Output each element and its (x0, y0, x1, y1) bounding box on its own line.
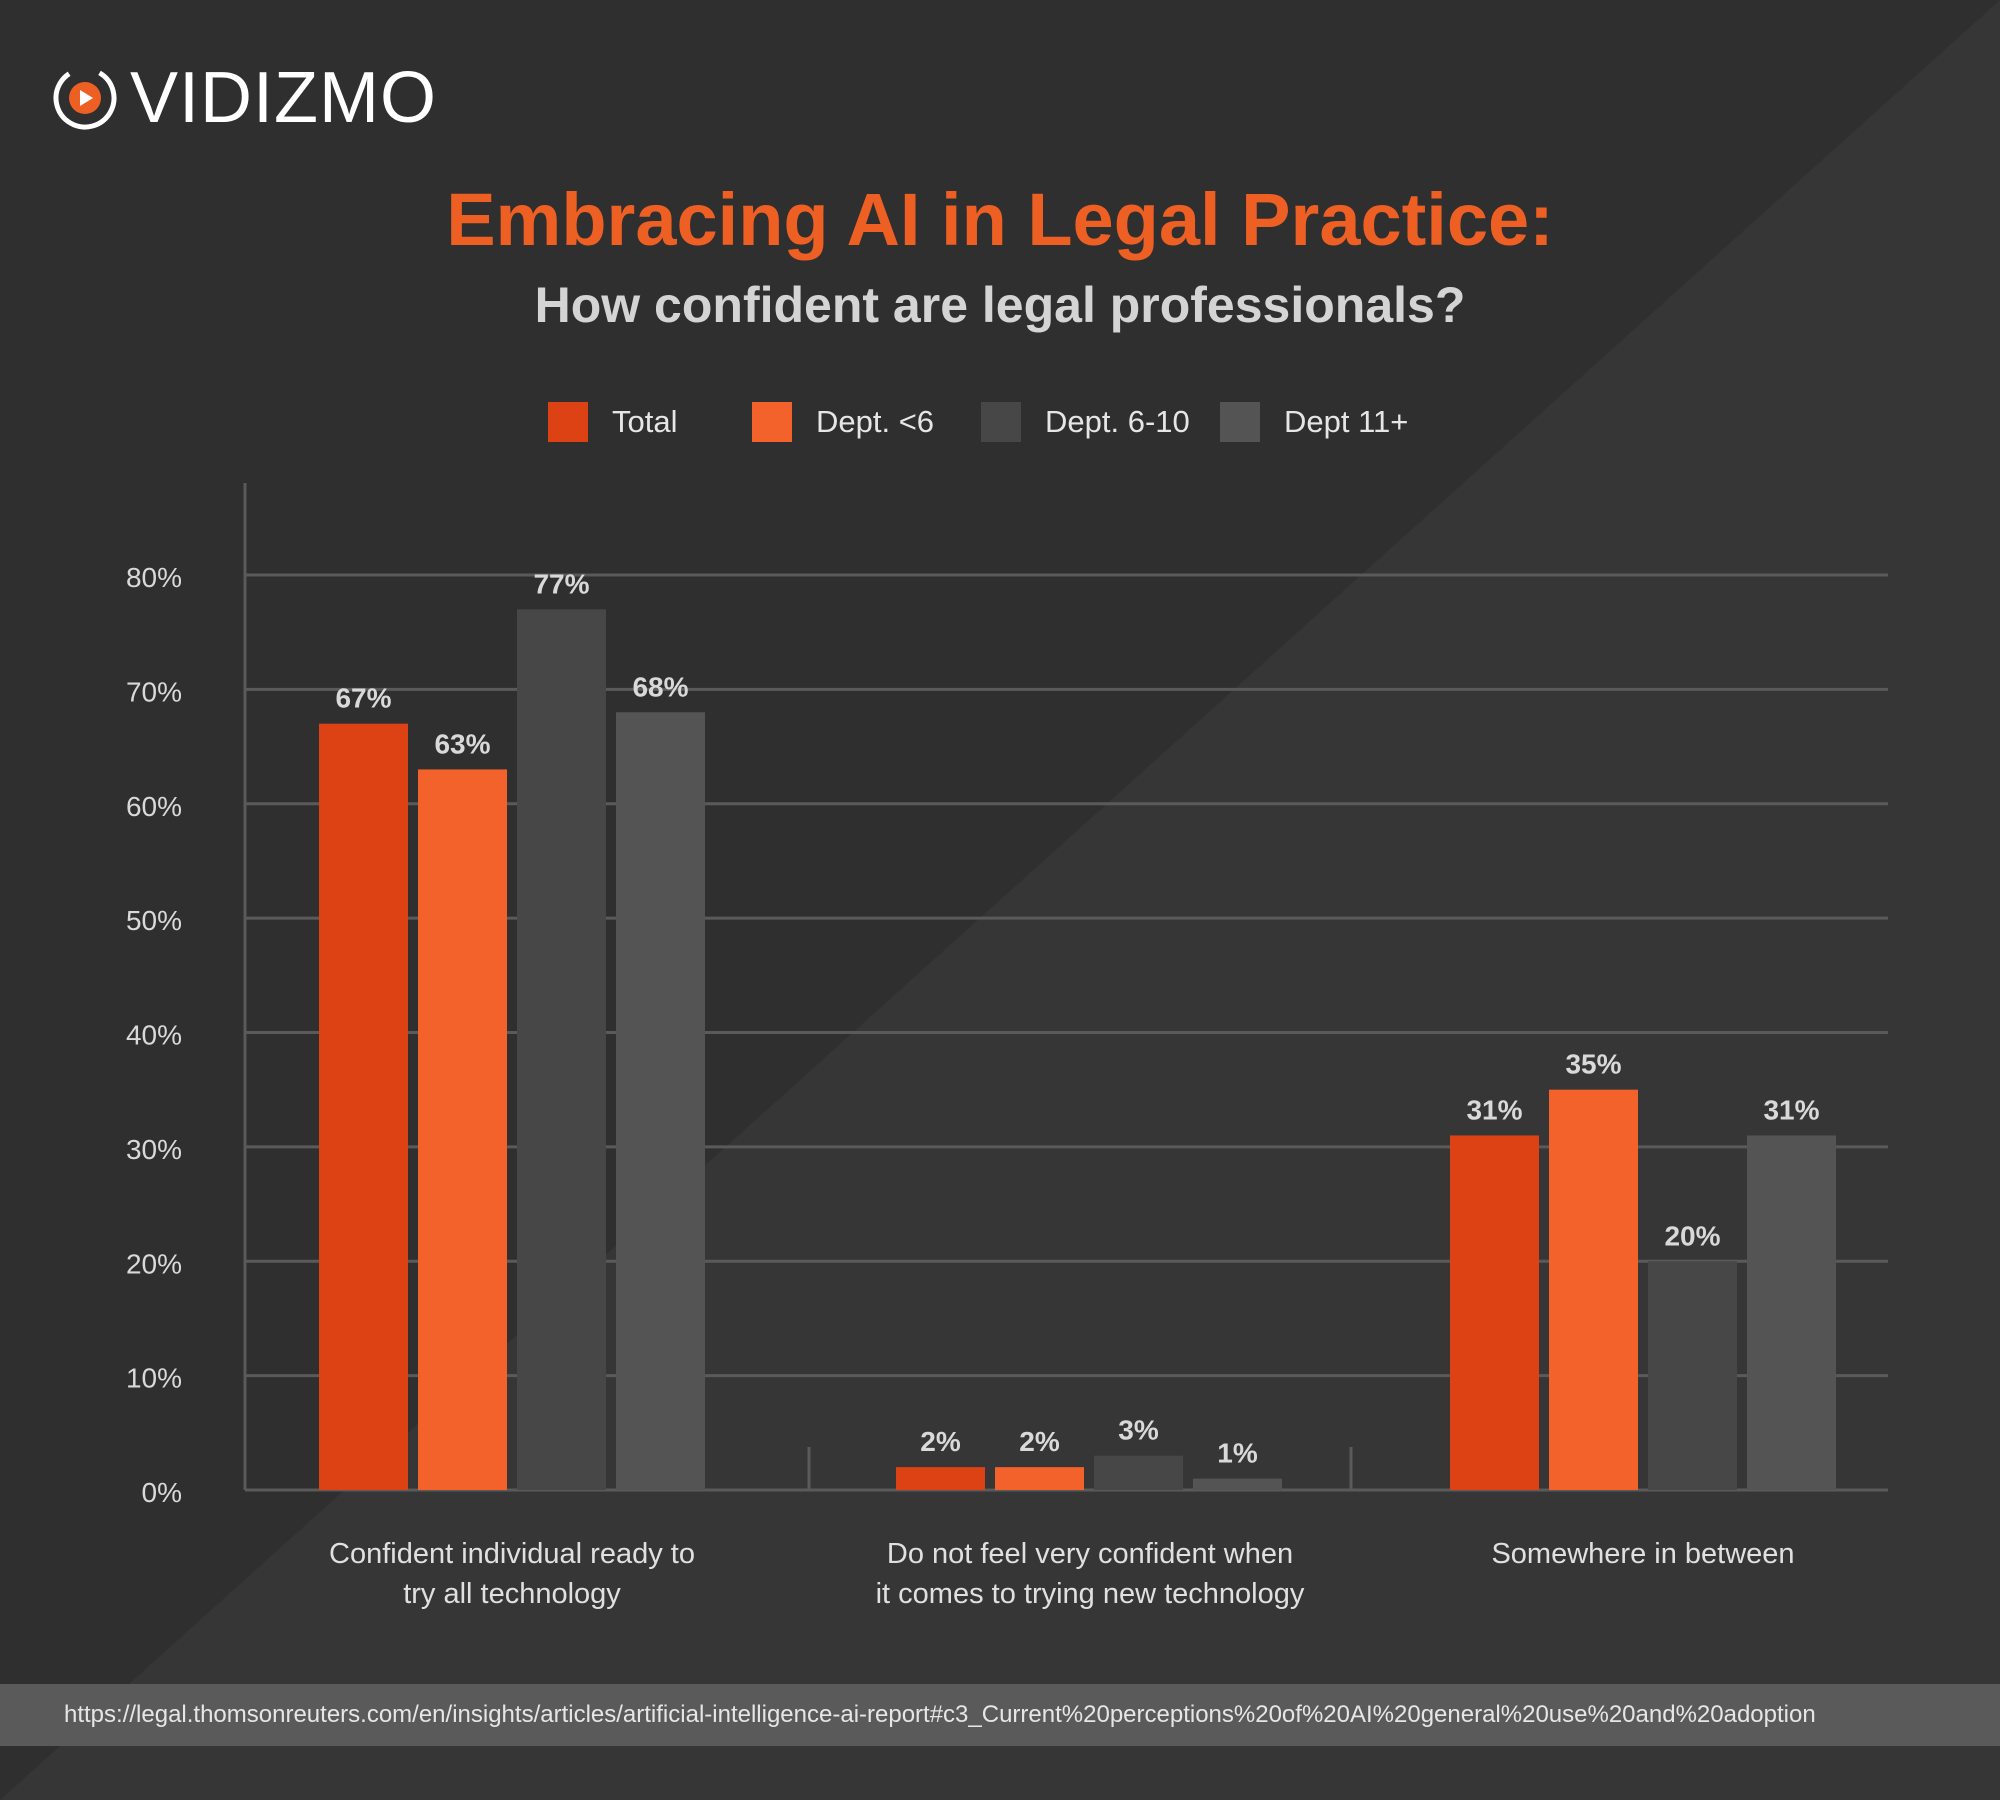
data-label: 1% (1217, 1438, 1258, 1469)
legend-label-dept-11plus: Dept 11+ (1284, 404, 1409, 439)
y-tick-label: 30% (126, 1134, 182, 1165)
y-tick-label: 20% (126, 1248, 182, 1279)
data-label: 63% (434, 728, 490, 759)
bar (896, 1467, 985, 1490)
data-label: 77% (533, 568, 589, 599)
play-logo-icon (53, 66, 117, 130)
bar (1648, 1261, 1737, 1490)
data-label: 35% (1565, 1049, 1621, 1080)
data-label: 2% (1019, 1426, 1060, 1457)
legend-item-dept-lt6: Dept. <6 (752, 402, 934, 442)
legend-label-total: Total (612, 404, 678, 439)
legend-label-dept-6-10: Dept. 6-10 (1045, 404, 1190, 439)
data-label: 3% (1118, 1415, 1159, 1446)
data-label: 68% (632, 671, 688, 702)
bar (418, 769, 507, 1490)
bar (616, 712, 705, 1490)
y-tick-label: 10% (126, 1363, 182, 1394)
y-tick-label: 40% (126, 1020, 182, 1051)
legend-swatch-dept-11plus (1220, 402, 1260, 442)
bar (1193, 1478, 1282, 1490)
bar (1450, 1135, 1539, 1490)
bar (517, 609, 606, 1490)
data-label: 31% (1763, 1094, 1819, 1125)
logo-wordmark: VIDIZMO (130, 58, 437, 138)
y-tick-label: 60% (126, 791, 182, 822)
legend-label-dept-lt6: Dept. <6 (816, 404, 935, 439)
chart-title: Embracing AI in Legal Practice: (446, 178, 1554, 261)
legend-item-dept-6-10: Dept. 6-10 (981, 402, 1190, 442)
legend-swatch-total (548, 402, 588, 442)
bar-chart: 0% 10% 20% 30% 40% 50% 60% 70% 80% 67% 2% 31% 63% 2% 3… (126, 483, 1888, 1610)
legend-item-total: Total (548, 402, 677, 442)
x-category-label: Confident individual ready to (329, 1538, 695, 1570)
y-tick-label: 0% (142, 1477, 182, 1508)
y-tick-label: 70% (126, 676, 182, 707)
vidizmo-logo: VIDIZMO (50, 60, 437, 136)
bar (1549, 1089, 1638, 1490)
data-label: 31% (1466, 1094, 1522, 1125)
source-url: https://legal.thomsonreuters.com/en/insi… (64, 1701, 1816, 1728)
bar (1747, 1135, 1836, 1490)
data-label: 2% (920, 1426, 961, 1457)
x-category-label: try all technology (403, 1578, 621, 1610)
chart-subtitle: How confident are legal professionals? (534, 277, 1466, 333)
bar (1094, 1455, 1183, 1490)
legend-swatch-dept-lt6 (752, 402, 792, 442)
data-label: 67% (335, 683, 391, 714)
x-category-label: Somewhere in between (1491, 1538, 1794, 1570)
legend-item-dept-11plus: Dept 11+ (1220, 402, 1408, 442)
chart-legend: Total Dept. <6 Dept. 6-10 Dept 11+ (0, 402, 2000, 442)
y-tick-label: 50% (126, 905, 182, 936)
legend-swatch-dept-6-10 (981, 402, 1021, 442)
data-label: 20% (1664, 1220, 1720, 1251)
bar (319, 723, 408, 1490)
x-category-label: it comes to trying new technology (876, 1578, 1305, 1610)
x-category-label: Do not feel very confident when (887, 1538, 1293, 1570)
y-tick-label: 80% (126, 562, 182, 593)
source-footer: https://legal.thomsonreuters.com/en/insi… (0, 1684, 2000, 1746)
bar (995, 1467, 1084, 1490)
